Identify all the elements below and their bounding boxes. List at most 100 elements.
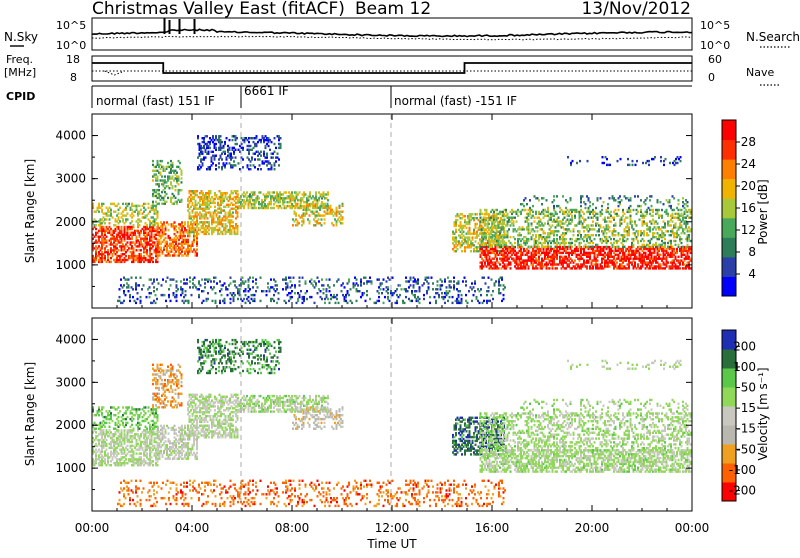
power-cell <box>136 236 138 238</box>
power-cell <box>157 261 159 263</box>
power-cell <box>476 213 478 215</box>
power-cell <box>273 300 275 302</box>
power-cell <box>613 217 615 219</box>
power-cell <box>592 246 594 248</box>
power-cell <box>531 246 533 248</box>
power-cell <box>389 278 391 280</box>
power-cell <box>667 261 669 263</box>
power-cell <box>269 149 271 151</box>
power-cell <box>583 213 585 215</box>
power-cell <box>150 292 152 294</box>
power-cell <box>128 278 130 280</box>
nsky-tick-top: 10^5 <box>56 19 86 32</box>
power-cell <box>140 296 142 298</box>
power-cell <box>166 201 168 203</box>
power-cell <box>441 284 443 286</box>
power-cell <box>118 212 120 214</box>
power-cell <box>250 168 252 170</box>
power-cell <box>235 156 237 158</box>
power-cell <box>597 259 599 261</box>
power-cell <box>196 190 198 192</box>
power-cell <box>186 278 188 280</box>
power-cell <box>311 278 313 280</box>
power-cell <box>510 236 512 238</box>
power-cell <box>260 277 262 279</box>
power-cell <box>484 228 486 230</box>
power-cell <box>230 277 232 279</box>
power-cell <box>464 277 466 279</box>
power-cell <box>260 151 262 153</box>
power-cell <box>198 233 200 235</box>
power-cell <box>245 302 247 304</box>
power-cell <box>336 294 338 296</box>
power-cell <box>294 292 296 294</box>
power-cell <box>416 290 418 292</box>
power-cell <box>356 300 358 302</box>
power-cell <box>255 207 257 209</box>
power-cell <box>607 240 609 242</box>
power-cell <box>634 261 636 263</box>
power-cell <box>148 203 150 205</box>
power-cell <box>606 220 608 222</box>
power-cell <box>168 223 170 225</box>
power-cell <box>556 238 558 240</box>
power-cell <box>480 294 482 296</box>
power-cell <box>221 158 223 160</box>
power-cell <box>384 296 386 298</box>
power-cell <box>161 160 163 162</box>
power-cell <box>363 292 365 294</box>
power-cell <box>321 224 323 226</box>
power-cell <box>500 284 502 286</box>
power-cell <box>378 300 380 302</box>
power-cell <box>381 292 383 294</box>
power-cell <box>263 151 265 153</box>
power-cell <box>237 193 239 195</box>
power-cell <box>273 191 275 193</box>
power-cell <box>232 139 234 141</box>
power-cell <box>146 224 148 226</box>
power-cell <box>405 277 407 279</box>
power-cell <box>219 300 221 302</box>
power-cell <box>458 294 460 296</box>
power-cell <box>350 288 352 290</box>
power-cell <box>119 296 121 298</box>
power-cell <box>540 219 542 221</box>
power-cell <box>295 212 297 214</box>
power-cell <box>197 135 199 137</box>
power-cell <box>344 286 346 288</box>
power-cell <box>321 218 323 220</box>
power-cell <box>250 164 252 166</box>
power-cell <box>300 290 302 292</box>
power-cell <box>622 209 624 211</box>
power-cell <box>106 218 108 220</box>
power-cell <box>106 245 108 247</box>
power-cell <box>498 288 500 290</box>
power-cell <box>679 267 681 269</box>
power-cell <box>175 185 177 187</box>
power-cell <box>317 277 319 279</box>
power-cell <box>471 300 473 302</box>
power-cell <box>257 168 259 170</box>
power-cell <box>307 205 309 207</box>
power-cell <box>194 277 196 279</box>
power-cell <box>504 286 506 288</box>
power-cell <box>514 242 516 244</box>
power-cell <box>133 247 135 249</box>
power-cell <box>164 294 166 296</box>
power-cell <box>272 156 274 158</box>
power-cell <box>348 294 350 296</box>
power-cell <box>285 191 287 193</box>
power-cell <box>248 284 250 286</box>
power-cell <box>444 278 446 280</box>
power-cell <box>230 302 232 304</box>
power-cell <box>624 234 626 236</box>
power-cell <box>208 233 210 235</box>
power-cell <box>609 265 611 267</box>
power-cell <box>254 294 256 296</box>
power-cell <box>120 278 122 280</box>
power-cell <box>274 137 276 139</box>
power-cell <box>690 258 692 260</box>
power-cell <box>610 220 612 222</box>
power-cell <box>168 229 170 231</box>
